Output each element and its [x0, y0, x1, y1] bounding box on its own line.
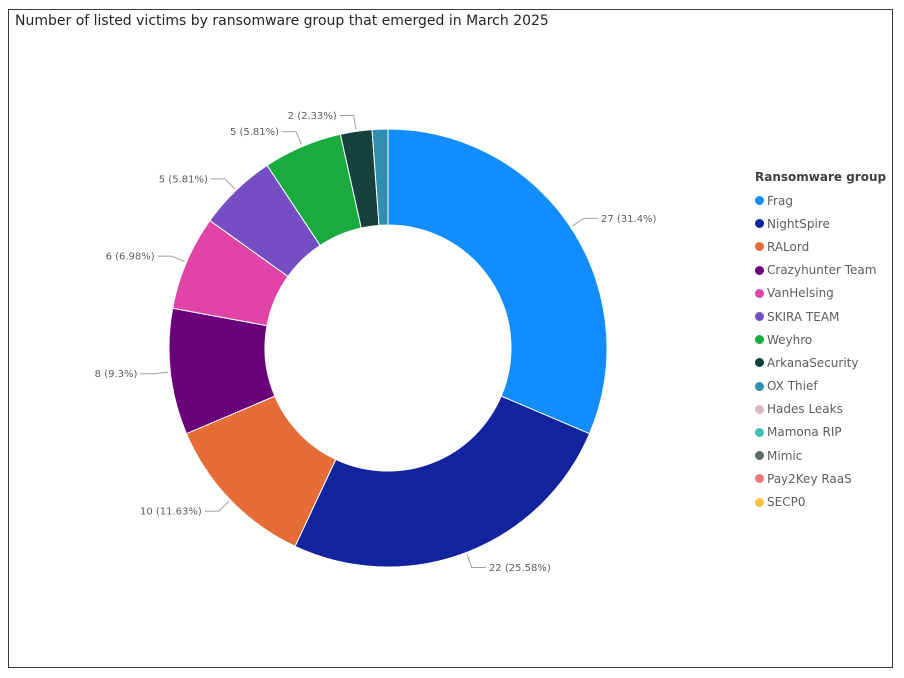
legend-item[interactable]: Mamona RIP	[755, 421, 886, 444]
legend-title: Ransomware group	[755, 170, 886, 184]
legend-label: Crazyhunter Team	[767, 263, 876, 277]
data-label: 2 (2.33%)	[288, 111, 337, 122]
legend-swatch	[755, 405, 764, 414]
legend-item[interactable]: SECP0	[755, 490, 886, 513]
legend-item[interactable]: Hades Leaks	[755, 398, 886, 421]
legend-item[interactable]: RALord	[755, 235, 886, 258]
legend-label: SECP0	[767, 495, 805, 509]
legend-swatch	[755, 451, 764, 460]
legend-label: SKIRA TEAM	[767, 310, 839, 324]
legend-label: ArkanaSecurity	[767, 356, 858, 370]
legend-item[interactable]: Crazyhunter Team	[755, 259, 886, 282]
donut-slices	[169, 129, 607, 567]
legend-item[interactable]: Frag	[755, 189, 886, 212]
legend-swatch	[755, 196, 764, 205]
legend-swatch	[755, 242, 764, 251]
legend-label: Frag	[767, 194, 793, 208]
legend-item[interactable]: OX Thief	[755, 375, 886, 398]
data-label: 5 (5.81%)	[159, 174, 208, 185]
legend-item[interactable]: VanHelsing	[755, 282, 886, 305]
leader-line	[572, 218, 598, 226]
legend-label: OX Thief	[767, 379, 818, 393]
data-label: 27 (31.4%)	[601, 214, 657, 225]
legend-item[interactable]: Pay2Key RaaS	[755, 467, 886, 490]
legend-item[interactable]: ArkanaSecurity	[755, 351, 886, 374]
leader-line	[282, 132, 301, 145]
legend-label: Hades Leaks	[767, 402, 843, 416]
legend-swatch	[755, 335, 764, 344]
leader-line	[158, 256, 185, 261]
legend-label: VanHelsing	[767, 286, 834, 300]
data-label: 22 (25.58%)	[489, 563, 551, 574]
legend-swatch	[755, 219, 764, 228]
legend-label: Mamona RIP	[767, 425, 842, 439]
legend: Ransomware group Frag NightSpire RALord Cra…	[755, 170, 886, 514]
legend-swatch	[755, 289, 764, 298]
leader-line	[205, 501, 229, 511]
legend-swatch	[755, 358, 764, 367]
legend-swatch	[755, 428, 764, 437]
legend-item[interactable]: Weyhro	[755, 328, 886, 351]
slice-frag[interactable]	[388, 129, 607, 434]
leader-line	[467, 554, 486, 567]
legend-label: RALord	[767, 240, 809, 254]
leader-line	[211, 179, 235, 189]
data-label: 8 (9.3%)	[95, 369, 138, 380]
legend-swatch	[755, 312, 764, 321]
legend-swatch	[755, 382, 764, 391]
legend-label: Pay2Key RaaS	[767, 472, 852, 486]
legend-label: NightSpire	[767, 217, 830, 231]
legend-item[interactable]: Mimic	[755, 444, 886, 467]
legend-swatch	[755, 266, 764, 275]
leader-line	[140, 372, 168, 374]
data-label: 10 (11.63%)	[140, 507, 202, 518]
legend-swatch	[755, 498, 764, 507]
legend-label: Mimic	[767, 449, 802, 463]
data-label: 6 (6.98%)	[106, 252, 155, 263]
slice-nightspire[interactable]	[295, 396, 590, 567]
legend-item[interactable]: NightSpire	[755, 212, 886, 235]
legend-label: Weyhro	[767, 333, 812, 347]
legend-item[interactable]: SKIRA TEAM	[755, 305, 886, 328]
data-label: 5 (5.81%)	[230, 127, 279, 138]
leader-line	[340, 116, 356, 130]
legend-swatch	[755, 474, 764, 483]
